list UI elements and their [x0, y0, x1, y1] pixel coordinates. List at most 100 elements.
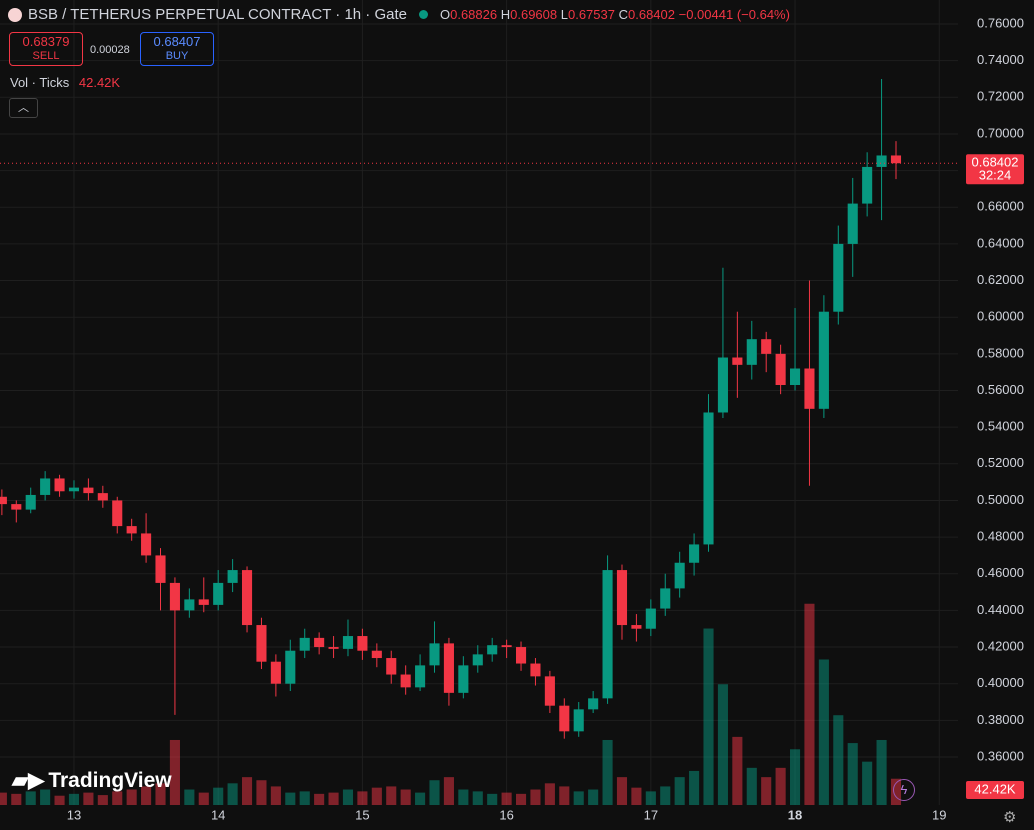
candle-body — [141, 533, 152, 556]
volume-bar — [68, 793, 80, 805]
candle-body — [314, 637, 325, 648]
candle-body — [270, 661, 281, 684]
volume-bar — [83, 792, 94, 805]
x-tick-label: 14 — [211, 807, 225, 822]
y-tick-label: 0.42000 — [977, 638, 1024, 653]
candle-body — [472, 654, 483, 666]
volume-bar — [270, 786, 281, 805]
candle-body — [645, 608, 656, 629]
y-tick-label: 0.54000 — [977, 419, 1024, 434]
volume-bar — [386, 786, 397, 805]
y-tick-label: 0.62000 — [977, 272, 1024, 287]
ohlc-letter: O — [439, 7, 451, 22]
x-tick-label: 16 — [499, 807, 513, 822]
price-axis-bg — [958, 0, 1034, 830]
candle-body — [371, 650, 382, 659]
candle-body — [515, 647, 527, 664]
candle-body — [415, 665, 426, 688]
symbol-title[interactable]: BSB / TETHERUS PERPETUAL CONTRACT · 1h ·… — [28, 6, 407, 23]
candle-body — [631, 625, 642, 629]
candle-body — [703, 412, 714, 545]
ohlc: O0.68826 H0.69608 L0.67537 C0.68402 −0.0… — [440, 7, 790, 22]
y-tick-label: 0.60000 — [977, 309, 1024, 324]
lightning-button[interactable]: ϟ — [893, 779, 915, 801]
last-price-tag — [966, 154, 1024, 185]
volume-bar — [775, 767, 786, 805]
candle-body — [789, 368, 801, 385]
volume-bar — [213, 787, 224, 805]
candle-body — [285, 650, 296, 684]
candle-body — [833, 243, 844, 312]
countdown-label: 32:24 — [979, 168, 1012, 183]
volume-bar — [54, 795, 65, 805]
watermark-text: TradingView — [48, 769, 172, 792]
spread: 0.00028 — [90, 44, 130, 56]
volume-bar — [761, 777, 772, 805]
candle-body — [573, 709, 584, 732]
volume-bar — [732, 736, 743, 805]
y-tick-label: 0.76000 — [977, 15, 1024, 30]
candle-body — [54, 478, 65, 492]
volume-bar — [487, 793, 498, 805]
volume-bar — [472, 791, 483, 805]
volume-bar — [285, 792, 296, 805]
volume-bar — [184, 789, 195, 805]
y-tick-label: 0.52000 — [977, 455, 1024, 470]
candle-body — [602, 570, 613, 699]
sell-button[interactable]: 0.68379 SELL — [9, 32, 83, 66]
collapse-button[interactable]: ︿ — [9, 98, 38, 118]
y-tick-label: 0.38000 — [977, 712, 1024, 727]
volume-bar — [198, 792, 209, 805]
volume-bar — [141, 786, 152, 805]
volume-bar — [443, 777, 454, 805]
volume-bar — [357, 791, 368, 805]
candle-body — [818, 311, 829, 409]
candle-body — [530, 663, 541, 677]
volume-bar — [25, 791, 36, 805]
y-tick-label: 0.50000 — [977, 492, 1024, 507]
volume-bar — [804, 603, 815, 805]
y-tick-label: 0.64000 — [977, 235, 1024, 250]
candle-body — [0, 496, 7, 505]
volume-bar — [645, 791, 656, 805]
candle-body — [328, 647, 339, 649]
candle-body — [876, 155, 887, 167]
volume-bar — [717, 684, 728, 805]
volume-bar — [530, 789, 541, 805]
legend-header: BSB / TETHERUS PERPETUAL CONTRACT · 1h ·… — [8, 6, 790, 23]
volume-bar — [328, 792, 339, 805]
volume-bar — [415, 792, 426, 805]
candle-body — [198, 599, 209, 605]
volume-legend: Vol · Ticks 42.42K — [10, 75, 120, 90]
candle-body — [761, 339, 772, 354]
x-tick-label: 17 — [644, 807, 658, 822]
buy-button[interactable]: 0.68407 BUY — [140, 32, 214, 66]
volume-title: Vol · Ticks — [10, 75, 70, 90]
volume-bar — [847, 743, 858, 805]
y-tick-label: 0.56000 — [977, 382, 1024, 397]
volume-bar — [703, 628, 714, 805]
y-tick-label: 0.72000 — [977, 89, 1024, 104]
ohlc-letter: L — [560, 7, 568, 22]
candle-body — [184, 599, 195, 611]
y-tick-label: 0.70000 — [977, 125, 1024, 140]
ohlc-letter: H — [500, 7, 511, 22]
volume-bar — [789, 749, 801, 805]
volume-bar — [429, 780, 440, 805]
settings-button[interactable]: ⚙ — [1003, 809, 1017, 826]
buy-price: 0.68407 — [153, 34, 201, 49]
candle-body — [674, 562, 685, 589]
volume-bar — [501, 792, 512, 805]
ohlc-letter: C — [618, 7, 628, 22]
candle-body — [862, 166, 873, 204]
candle-body — [717, 357, 728, 413]
volume-bar — [342, 789, 354, 805]
volume-bar — [876, 739, 887, 805]
volume-bar — [660, 786, 671, 805]
volume-bar — [97, 795, 108, 805]
volume-bar — [631, 787, 642, 805]
candle-body — [660, 588, 671, 609]
candle-body — [804, 368, 815, 409]
sell-label: SELL — [32, 50, 60, 62]
